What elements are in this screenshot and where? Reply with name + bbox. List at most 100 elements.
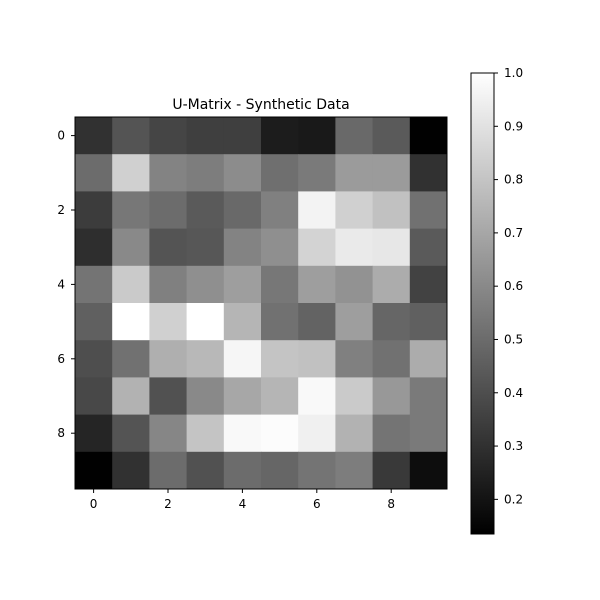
colorbar-tick-label: 0.9 [504,119,523,133]
heatmap-cell [409,228,448,267]
heatmap-cell [223,377,262,416]
heatmap-cell [186,154,225,192]
heatmap-cell [335,303,374,341]
heatmap-cell [112,340,150,378]
heatmap-cell [409,451,448,490]
heatmap-cell [149,117,188,155]
heatmap-cell [186,191,225,230]
colorbar-tick-label: 0.7 [504,226,523,240]
y-axis: 0 2 4 6 8 [57,129,75,440]
colorbar-tick-label: 0.4 [504,386,523,400]
heatmap-cell [75,154,113,192]
y-tick-label: 2 [57,203,65,217]
heatmap-cell [223,154,262,192]
x-tick-label: 6 [313,497,321,511]
heatmap-cell [112,191,150,230]
heatmap-cell [186,340,225,378]
heatmap-cell [75,117,113,155]
x-tick-label: 0 [90,497,98,511]
heatmap-cell [186,228,225,267]
colorbar-tick-label: 0.6 [504,279,523,293]
x-tick-label: 8 [387,497,395,511]
heatmap-cell [409,303,448,341]
heatmap-cell [149,228,188,267]
heatmap-cell [298,340,336,378]
heatmap-cell [335,154,374,192]
heatmap-cell [112,117,150,155]
heatmap-cell [409,414,448,453]
heatmap-cell [372,154,411,192]
heatmap-cell [372,265,411,304]
heatmap-cell [112,414,150,453]
heatmap-cell [335,117,374,155]
colorbar-tick-label: 0.5 [504,332,523,346]
heatmap-cell [409,117,448,155]
chart-title: U-Matrix - Synthetic Data [172,97,349,113]
heatmap-cell [112,377,150,416]
heatmap-cell [223,117,262,155]
heatmap-cell [335,265,374,304]
heatmap-cell [261,303,299,341]
heatmap-cell [149,191,188,230]
heatmap-cell [75,265,113,304]
heatmap-cell [223,228,262,267]
heatmap-cell [372,451,411,490]
heatmap-cell [223,451,262,490]
heatmap-cell [372,340,411,378]
colorbar-tick-label: 1.0 [504,66,523,80]
heatmap-cell [335,340,374,378]
colorbar [470,72,495,535]
heatmap-cell [335,377,374,416]
heatmap-cell [149,414,188,453]
colorbar-tick-label: 0.8 [504,173,523,187]
heatmap-cell [223,340,262,378]
heatmap-cell [261,228,299,267]
heatmap-cell [335,191,374,230]
heatmap-cell [335,228,374,267]
heatmap-cell [298,303,336,341]
heatmap-cell [149,340,188,378]
plot-frame [74,116,448,490]
x-axis: 0 2 4 6 8 [90,489,395,511]
heatmap-cell [223,414,262,453]
y-tick-label: 0 [57,129,65,143]
heatmap-cells [75,117,448,490]
heatmap-cell [149,303,188,341]
heatmap-cell [261,154,299,192]
y-tick-label: 8 [57,426,65,440]
heatmap-cell [372,228,411,267]
heatmap-cell [298,265,336,304]
heatmap-cell [298,414,336,453]
heatmap-cell [186,414,225,453]
heatmap-cell [149,377,188,416]
heatmap-cell [261,117,299,155]
heatmap-cell [186,117,225,155]
heatmap-cell [261,191,299,230]
heatmap-cell [223,265,262,304]
heatmap-cell [186,451,225,490]
heatmap-cell [298,117,336,155]
heatmap-cell [186,265,225,304]
heatmap-cell [75,414,113,453]
heatmap-cell [186,377,225,416]
x-tick-label: 4 [239,497,247,511]
heatmap-cell [372,117,411,155]
heatmap-cell [409,191,448,230]
heatmap-cell [223,191,262,230]
heatmap-cell [298,191,336,230]
heatmap-cell [261,377,299,416]
y-tick-label: 4 [57,277,65,291]
heatmap-cell [75,191,113,230]
heatmap-cell [409,154,448,192]
heatmap-cell [186,303,225,341]
heatmap-cell [335,414,374,453]
heatmap-cell [335,451,374,490]
x-tick-label: 2 [164,497,172,511]
heatmap-cell [112,228,150,267]
heatmap-cell [261,340,299,378]
heatmap-cell [261,451,299,490]
heatmap-cell [298,228,336,267]
heatmap-cell [223,303,262,341]
heatmap-cell [372,377,411,416]
